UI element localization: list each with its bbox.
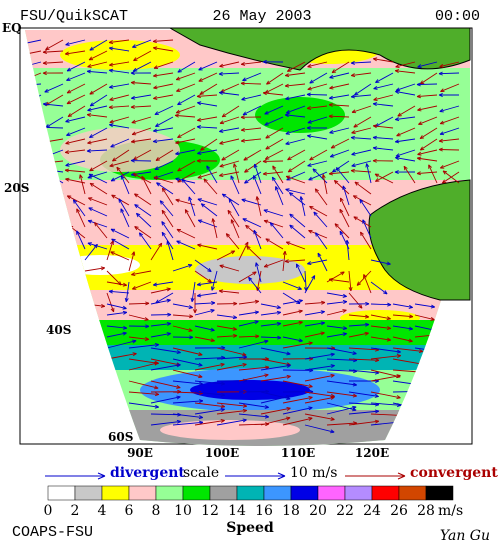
colorbar-cell <box>426 486 453 500</box>
colorbar-tick-label: 24 <box>363 503 381 519</box>
colorbar-tick-label: 6 <box>125 503 134 519</box>
wind-arrow <box>439 149 459 150</box>
lon-label: 110E <box>281 446 315 460</box>
colorbar-tick-label: 8 <box>152 503 161 519</box>
colorbar-cell <box>264 486 291 500</box>
colorbar-cell <box>237 486 264 500</box>
colorbar-tick-label: 26 <box>390 503 408 519</box>
colorbar-tick-label: 12 <box>201 503 219 519</box>
lat-label: EQ <box>2 21 22 35</box>
legend-scale-value: 10 m/s <box>290 465 337 481</box>
wind-arrow <box>417 84 437 85</box>
colorbar-cell <box>129 486 156 500</box>
colorbar-cell <box>399 486 426 500</box>
colorbar-tick-label: 14 <box>228 503 246 519</box>
colorbar-tick-label: 0 <box>44 503 53 519</box>
header-left: FSU/QuikSCAT <box>20 8 128 25</box>
colorbar-cell <box>75 486 102 500</box>
header-right: 00:00 <box>435 8 480 25</box>
lon-label: 120E <box>355 446 389 460</box>
lon-label: 90E <box>127 446 153 460</box>
colorbar-unit: m/s <box>438 503 463 519</box>
colorbar-cell <box>102 486 129 500</box>
colorbar-tick-label: 20 <box>309 503 327 519</box>
colorbar-cell <box>48 486 75 500</box>
colorbar-tick-label: 18 <box>282 503 300 519</box>
legend-divergent: divergent <box>110 465 185 481</box>
footer-right: Yan Gu <box>440 528 490 544</box>
lat-label: 40S <box>46 323 71 337</box>
colorbar-tick-label: 4 <box>98 503 107 519</box>
lon-label: 100E <box>205 446 239 460</box>
lat-label: 60S <box>108 430 133 444</box>
colorbar-tick-label: 16 <box>255 503 273 519</box>
colorbar-cell <box>345 486 372 500</box>
colorbar-cell <box>318 486 345 500</box>
wind-arrow <box>307 94 327 95</box>
lat-label: 20S <box>4 181 29 195</box>
footer-left: COAPS-FSU <box>12 524 93 541</box>
colorbar-cell <box>183 486 210 500</box>
colorbar-tick-label: 28 <box>417 503 435 519</box>
colorbar-cell <box>156 486 183 500</box>
colorbar-label: Speed <box>226 520 274 536</box>
legend-scale: scale <box>183 465 219 481</box>
colorbar-tick-label: 22 <box>336 503 354 519</box>
colorbar-cell <box>291 486 318 500</box>
colorbar-cell <box>372 486 399 500</box>
colorbar-tick-label: 10 <box>174 503 192 519</box>
colorbar-cell <box>210 486 237 500</box>
colorbar-tick-label: 2 <box>71 503 80 519</box>
header-center: 26 May 2003 <box>212 8 311 25</box>
legend-convergent: convergent <box>410 465 498 481</box>
